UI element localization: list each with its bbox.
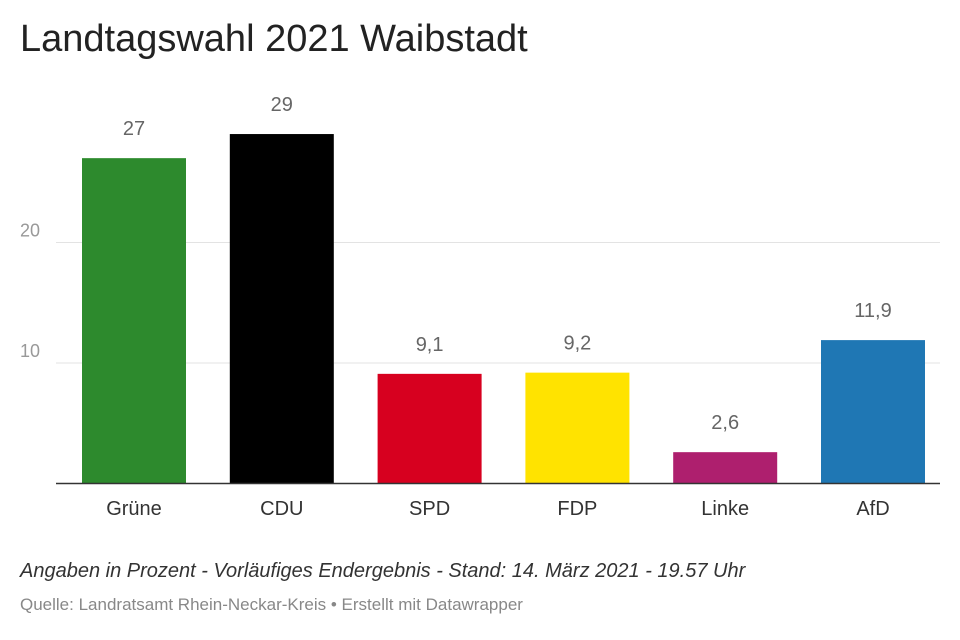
bar-grüne	[82, 158, 186, 484]
bar-fdp	[525, 372, 630, 484]
gridlines: 10 20	[20, 221, 940, 364]
y-tick-label: 20	[20, 221, 40, 241]
bars: 27 Grüne 29 CDU 9,1 SPD 9,2 FDP 2,6 Linke 11,9 AfD	[82, 94, 925, 520]
value-label: 9,1	[416, 334, 444, 356]
category-label: Grüne	[106, 498, 162, 520]
value-label: 2,6	[711, 412, 739, 434]
chart-notes: Angaben in Prozent - Vorläufiges Enderge…	[20, 560, 746, 582]
source-separator: •	[330, 595, 337, 614]
value-label: 29	[271, 94, 293, 116]
source-text: Quelle: Landratsamt Rhein-Neckar-Kreis	[20, 595, 327, 614]
bar-afd	[821, 340, 925, 484]
category-label: AfD	[856, 498, 889, 520]
category-label: SPD	[409, 498, 450, 520]
chart-title: Landtagswahl 2021 Waibstadt	[20, 18, 528, 60]
bar-linke	[673, 452, 778, 484]
bar-spd	[377, 373, 482, 484]
category-label: CDU	[260, 498, 303, 520]
value-label: 9,2	[563, 333, 591, 355]
chart-source: Quelle: Landratsamt Rhein-Neckar-Kreis •…	[20, 595, 523, 615]
category-label: FDP	[557, 498, 597, 520]
value-label: 11,9	[854, 300, 891, 322]
datawrapper-credit: Erstellt mit Datawrapper	[341, 595, 523, 614]
category-label: Linke	[701, 498, 749, 520]
y-tick-label: 10	[20, 341, 40, 361]
value-label: 27	[123, 118, 145, 140]
bar-cdu	[229, 134, 334, 484]
